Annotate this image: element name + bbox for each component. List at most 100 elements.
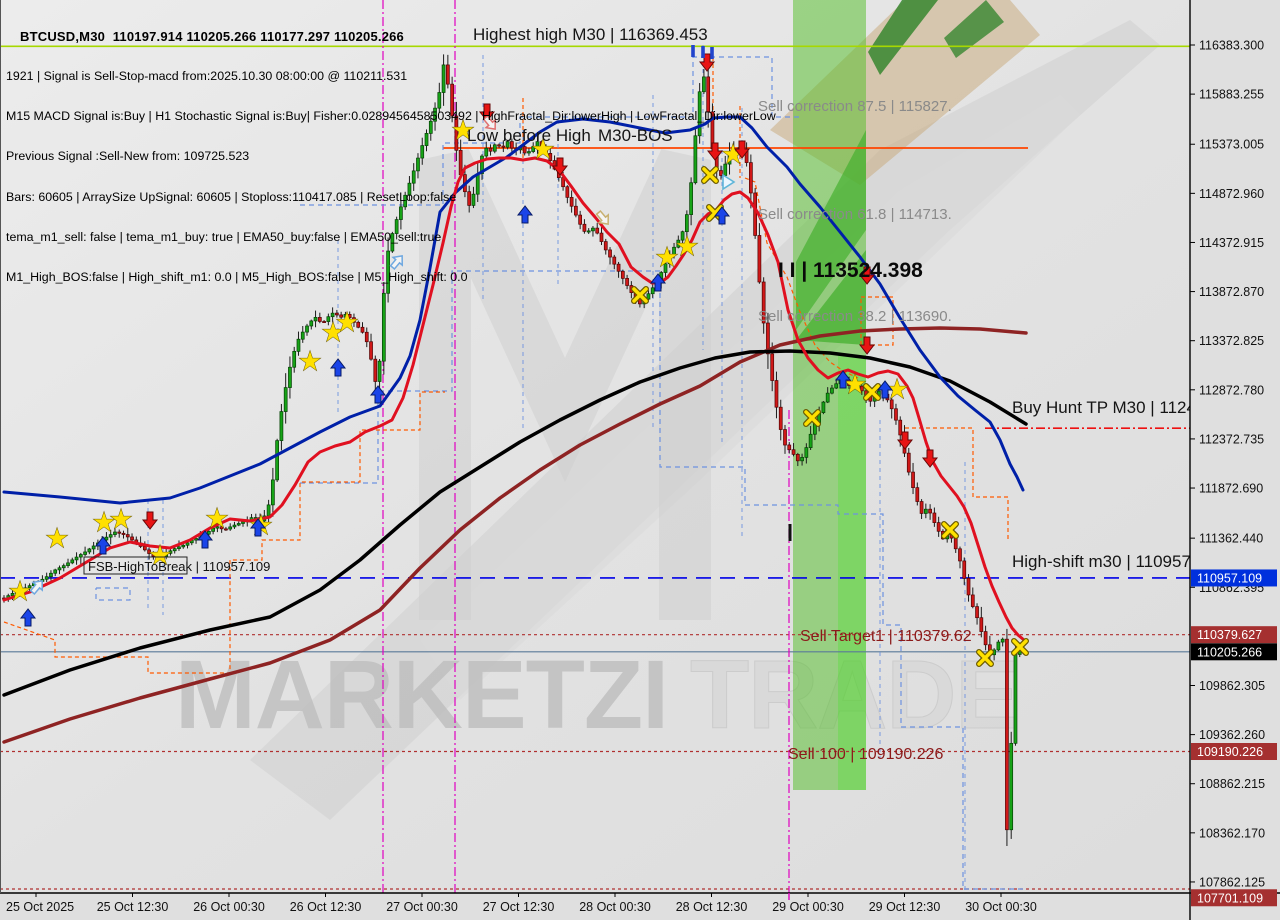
buy-arrow-icon: [834, 370, 852, 389]
x-tick-label[interactable]: 29 Oct 12:30: [869, 900, 941, 914]
y-tick-label[interactable]: 107862.125: [1199, 875, 1265, 889]
candle-body: [795, 454, 800, 462]
y-tick-label[interactable]: 114872.960: [1199, 187, 1264, 201]
x-tick-label[interactable]: 26 Oct 12:30: [290, 900, 362, 914]
y-tick-label[interactable]: 112372.735: [1199, 432, 1264, 446]
symbol-title: BTCUSD,M30 110197.914 110205.266 110177.…: [20, 28, 404, 44]
y-tick-label[interactable]: 111362.440: [1199, 532, 1263, 546]
y-tick-label[interactable]: 116383.300: [1199, 39, 1264, 53]
sell-correction-618-label: Sell correction 61.8 | 114713.: [758, 206, 952, 223]
x-tick-label[interactable]: 28 Oct 00:30: [579, 900, 651, 914]
x-tick-label[interactable]: 28 Oct 12:30: [676, 900, 748, 914]
buy-arrow-icon: [94, 536, 112, 555]
sell-arrow-icon: [896, 431, 914, 450]
star-marker: ★: [843, 369, 866, 399]
candle-body: [356, 321, 361, 328]
x-marker: [1012, 639, 1028, 655]
candle-body: [292, 351, 297, 368]
candle-body: [548, 153, 553, 161]
buy-hunt-tp-label: Buy Hunt TP M30 | 11248: [1012, 398, 1205, 417]
candle-body: [177, 546, 181, 549]
candle-body: [923, 508, 928, 514]
y-tick-label[interactable]: 113372.825: [1199, 334, 1264, 348]
candle-body: [108, 534, 113, 538]
candle-body: [586, 230, 591, 233]
y-tick-label[interactable]: 112872.780: [1199, 383, 1264, 397]
candle-body: [578, 214, 583, 225]
price-flag-label[interactable]: 110957.109: [1197, 571, 1262, 585]
y-tick-label[interactable]: 108862.215: [1199, 777, 1265, 791]
blue-step-line: [300, 56, 800, 206]
candle-body: [539, 141, 544, 147]
candle-body: [305, 325, 309, 333]
candle-body: [616, 263, 621, 272]
candle-body: [185, 542, 190, 546]
candle-body: [83, 551, 87, 555]
x-tick-label[interactable]: 27 Oct 12:30: [483, 900, 555, 914]
candle-body: [911, 471, 915, 488]
candle-body: [125, 534, 130, 538]
y-tick-label[interactable]: 115373.005: [1199, 138, 1264, 152]
pennant-icon: [722, 173, 736, 191]
star-marker: ★: [531, 134, 554, 164]
candle-body: [603, 241, 608, 251]
x-marker: [942, 522, 958, 538]
highest-high-label: Highest high M30 | 116369.453: [473, 25, 708, 44]
price-flag-label[interactable]: 110379.627: [1197, 628, 1262, 642]
y-tick-label[interactable]: 111872.690: [1199, 482, 1263, 496]
candle-body: [497, 144, 501, 147]
candle-body: [279, 411, 284, 441]
candle-body: [70, 559, 75, 564]
x-tick-label[interactable]: 29 Oct 00:30: [772, 900, 844, 914]
price-flag-label[interactable]: 110205.266: [1197, 645, 1262, 659]
y-tick-label[interactable]: 108362.170: [1199, 826, 1265, 840]
candle-body: [347, 314, 352, 319]
buy-arrow-icon: [196, 530, 214, 549]
x-tick-label[interactable]: 27 Oct 00:30: [386, 900, 458, 914]
x-tick-label[interactable]: 25 Oct 2025: [6, 900, 74, 914]
candle-body: [774, 380, 779, 408]
candle-body: [894, 408, 898, 421]
y-tick-label[interactable]: 113872.870: [1199, 285, 1264, 299]
candle-body: [983, 631, 988, 646]
time-axis-area[interactable]: [0, 893, 1190, 920]
candle-body: [437, 92, 442, 109]
y-tick-label[interactable]: 114372.915: [1199, 236, 1264, 250]
price-flag: [1191, 743, 1277, 761]
price-axis-area[interactable]: [1190, 0, 1280, 920]
candle-body: [399, 206, 403, 220]
candle-body: [335, 312, 339, 316]
x-tick-label[interactable]: 26 Oct 00:30: [193, 900, 265, 914]
candle-body: [215, 526, 220, 529]
buy-arrow-icon: [876, 380, 894, 399]
y-tick-label[interactable]: 109862.305: [1199, 679, 1265, 693]
liquidity-tick: [701, 46, 705, 58]
indicator-info-block: BTCUSD,M30 110197.914 110205.266 110177.…: [6, 3, 776, 311]
logo-green-shape: [868, 0, 938, 75]
y-tick-label[interactable]: 115883.255: [1199, 88, 1264, 102]
y-tick-label[interactable]: 109362.260: [1199, 728, 1265, 742]
candle-body: [386, 250, 390, 294]
candle-body: [87, 548, 92, 553]
candle-body: [373, 358, 378, 382]
sell-arrow-icon: [706, 142, 724, 161]
x-tick-label[interactable]: 25 Oct 12:30: [97, 900, 169, 914]
candle-body: [360, 326, 365, 333]
logo-m: [419, 149, 711, 620]
price-flag-label[interactable]: 109190.226: [1197, 745, 1263, 759]
x-tick-label[interactable]: 30 Oct 00:30: [965, 900, 1037, 914]
star-marker: ★: [45, 523, 68, 553]
price-flag-label[interactable]: 107701.109: [1197, 891, 1263, 905]
candle-body: [364, 331, 369, 343]
bos-line: M1_High_BOS:false | High_shift_m1: 0.0 |…: [6, 270, 468, 285]
sell-correction-875-label: Sell correction 87.5 | 115827.: [758, 98, 952, 115]
price-flag: [1191, 626, 1277, 644]
candle-body: [953, 537, 958, 550]
candle-body: [697, 91, 702, 137]
candle-body: [330, 312, 335, 318]
x-marker: [632, 287, 648, 303]
candle-body: [450, 83, 454, 117]
candle-body: [271, 479, 275, 506]
